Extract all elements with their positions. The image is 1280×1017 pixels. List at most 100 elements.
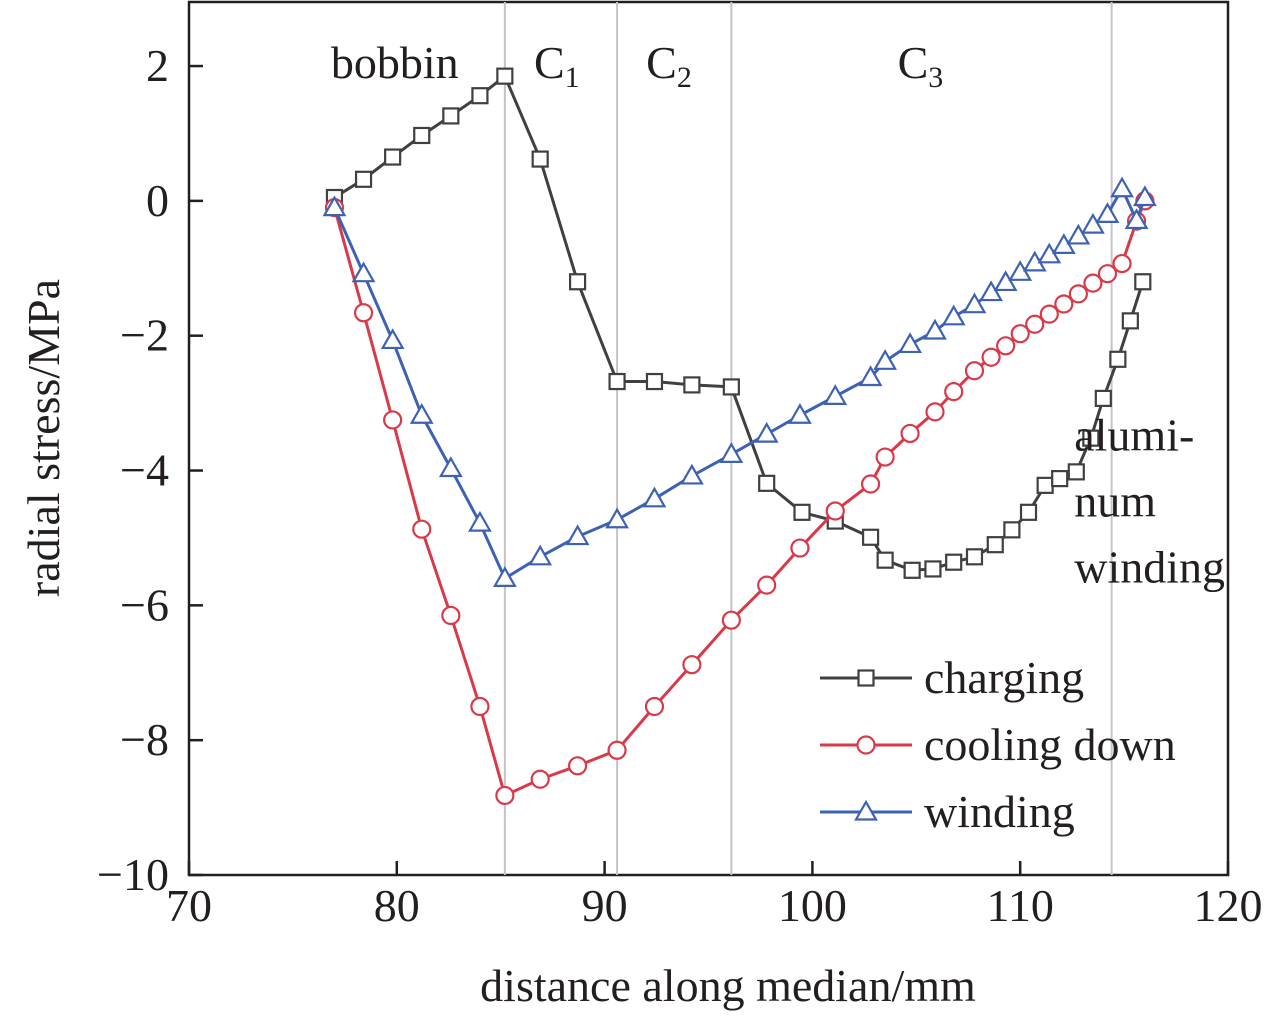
annotation: alumi-num winding xyxy=(1074,409,1225,592)
data-point xyxy=(965,548,984,566)
data-point xyxy=(531,150,549,168)
data-point xyxy=(441,605,461,626)
data-point xyxy=(944,382,964,402)
data-point xyxy=(495,785,515,806)
series-winding xyxy=(322,176,1157,587)
data-point xyxy=(608,372,626,391)
data-point xyxy=(413,126,431,145)
region-label-subscript: 3 xyxy=(928,61,943,94)
data-point xyxy=(721,610,741,630)
data-point xyxy=(1121,312,1139,330)
data-point xyxy=(900,423,920,444)
data-point xyxy=(788,403,812,424)
y-axis-ticks: −10 −8 −6 −4 −2 0 2 xyxy=(97,40,203,900)
data-point xyxy=(1036,476,1054,494)
data-point xyxy=(1094,389,1112,407)
x-tick-label: 100 xyxy=(778,880,847,931)
data-point xyxy=(823,384,848,405)
y-tick-label: −2 xyxy=(120,310,169,361)
data-point xyxy=(1081,212,1105,234)
data-point xyxy=(941,304,966,326)
data-point xyxy=(683,376,701,394)
data-point xyxy=(1112,253,1132,274)
data-point xyxy=(354,170,373,188)
data-point xyxy=(722,378,740,396)
y-tick-label: −10 xyxy=(97,849,169,900)
data-point xyxy=(979,280,1004,302)
data-point xyxy=(993,270,1018,292)
data-point xyxy=(1134,273,1152,291)
data-point xyxy=(528,544,553,566)
y-tick-label: −8 xyxy=(120,714,169,765)
data-point xyxy=(607,740,627,760)
data-point xyxy=(565,524,590,546)
data-point xyxy=(981,347,1001,367)
data-point xyxy=(1010,324,1030,344)
region-labels: bobbin C1 C2 C3 xyxy=(331,37,943,94)
data-point xyxy=(442,107,460,125)
legend-label: winding xyxy=(924,786,1075,837)
data-point xyxy=(530,769,550,789)
data-point xyxy=(1039,304,1059,324)
data-point xyxy=(679,463,704,485)
data-point xyxy=(719,442,744,463)
region-label: C1 xyxy=(534,37,580,94)
series-cooling-down xyxy=(324,191,1155,806)
data-point xyxy=(383,410,403,430)
data-point xyxy=(1097,264,1118,284)
y-tick-label: −4 xyxy=(120,445,169,496)
data-point xyxy=(945,553,963,571)
data-point xyxy=(1083,273,1103,293)
legend-marker xyxy=(856,735,876,755)
x-tick-label: 70 xyxy=(166,880,212,931)
region-label-text: C xyxy=(898,37,929,88)
x-axis-label: distance along median/mm xyxy=(480,960,976,1011)
data-point xyxy=(790,538,810,558)
data-point xyxy=(754,421,779,443)
legend-item: winding xyxy=(820,786,1075,837)
data-point xyxy=(925,402,945,422)
x-tick-label: 110 xyxy=(987,880,1054,931)
data-point xyxy=(567,756,588,776)
data-point xyxy=(1095,202,1120,223)
data-point xyxy=(825,501,845,521)
data-point xyxy=(353,303,374,323)
data-point xyxy=(996,336,1016,356)
data-point xyxy=(380,328,405,350)
data-point xyxy=(351,261,376,283)
data-point xyxy=(875,447,895,467)
region-boundaries xyxy=(503,2,1113,875)
data-point xyxy=(962,292,987,314)
data-point xyxy=(858,365,883,387)
data-point xyxy=(923,318,947,340)
y-tick-label: 2 xyxy=(146,40,169,91)
annotation-line: alumi- xyxy=(1074,409,1194,460)
data-point xyxy=(898,332,922,354)
legend-marker xyxy=(857,669,875,687)
data-point xyxy=(1003,521,1021,539)
series-line xyxy=(333,74,1145,572)
data-point xyxy=(1025,314,1045,334)
series-charging xyxy=(325,67,1152,579)
region-label-subscript: 2 xyxy=(677,61,692,94)
legend-label: cooling down xyxy=(924,719,1176,770)
data-point xyxy=(1051,470,1069,488)
region-label-text: bobbin xyxy=(331,37,459,88)
data-point xyxy=(1067,463,1085,481)
data-point xyxy=(409,403,434,424)
legend: charging cooling down winding xyxy=(820,652,1176,837)
data-point xyxy=(471,87,489,105)
region-label: C2 xyxy=(646,37,692,94)
data-point xyxy=(682,655,702,675)
data-point xyxy=(412,519,432,539)
plot-frame xyxy=(187,0,1230,877)
data-point xyxy=(438,456,463,478)
region-label-text: C xyxy=(534,37,565,88)
x-tick-label: 90 xyxy=(582,880,628,931)
legend-marker xyxy=(854,799,878,821)
data-point xyxy=(861,528,880,546)
x-tick-label: 80 xyxy=(374,880,420,931)
data-point xyxy=(1109,350,1127,368)
legend-item: charging xyxy=(820,652,1084,703)
